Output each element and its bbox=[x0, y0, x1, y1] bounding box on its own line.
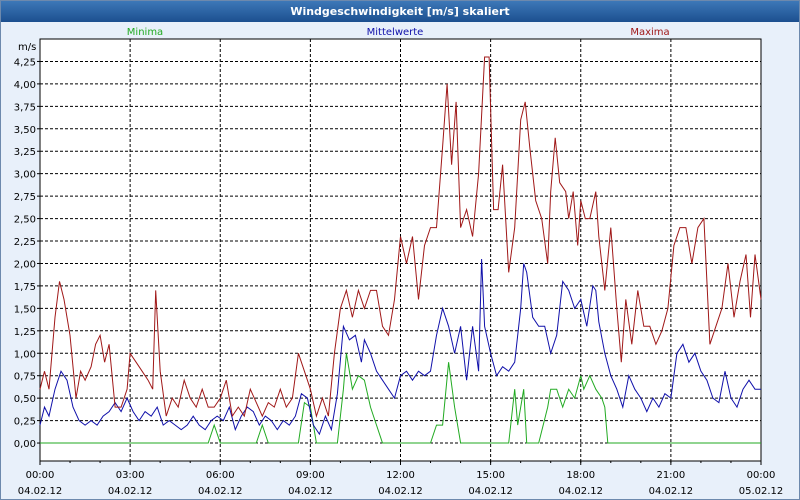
x-tick-date: 04.02.12 bbox=[18, 486, 63, 497]
y-axis-label: m/s bbox=[18, 42, 36, 53]
y-axis-ticks: 0,00 0,25 0,50 0,75 1,00 1,25 1,50 1,75 2,00 2,25… bbox=[14, 57, 40, 450]
x-tick-time: 06:00 bbox=[206, 470, 235, 481]
x-tick-date: 04.02.12 bbox=[198, 486, 243, 497]
y-tick-label: 1,00 bbox=[14, 349, 36, 360]
y-tick-label: 2,25 bbox=[14, 237, 36, 248]
y-tick-label: 4,25 bbox=[14, 57, 36, 68]
series-line-minima bbox=[40, 353, 761, 444]
x-tick-time: 12:00 bbox=[386, 470, 415, 481]
series-line-maxima bbox=[39, 56, 762, 418]
x-tick-date: 04.02.12 bbox=[108, 486, 153, 497]
x-tick-time: 03:00 bbox=[116, 470, 145, 481]
y-tick-label: 3,75 bbox=[14, 102, 36, 113]
x-tick-date: 04.02.12 bbox=[468, 486, 513, 497]
y-tick-label: 0,75 bbox=[14, 372, 36, 383]
y-tick-label: 2,00 bbox=[14, 259, 36, 270]
y-tick-label: 3,00 bbox=[14, 170, 36, 181]
y-tick-label: 0,50 bbox=[14, 394, 36, 405]
x-tick-time: 00:00 bbox=[26, 470, 55, 481]
series-lines bbox=[39, 56, 762, 444]
y-tick-label: 3,25 bbox=[14, 147, 36, 158]
y-tick-label: 4,00 bbox=[14, 80, 36, 91]
x-tick-date: 04.02.12 bbox=[558, 486, 603, 497]
y-tick-label: 0,25 bbox=[14, 417, 36, 428]
y-tick-label: 2,50 bbox=[14, 215, 36, 226]
x-axis-ticks: 00:00 04.02.12 03:00 04.02.12 06:00 04.02.12 0… bbox=[18, 461, 784, 497]
legend-item-mittelwerte: Mittelwerte bbox=[367, 27, 424, 38]
x-tick-time: 15:00 bbox=[476, 470, 505, 481]
legend-item-minima: Minima bbox=[127, 27, 163, 38]
x-tick-date: 04.02.12 bbox=[649, 486, 694, 497]
x-tick-time: 09:00 bbox=[296, 470, 325, 481]
chart-title: Windgeschwindigkeit [m/s] skaliert bbox=[1, 1, 799, 22]
y-tick-label: 0,00 bbox=[14, 439, 36, 450]
series-line-mittelwerte bbox=[39, 258, 761, 436]
x-tick-date: 05.02.12 bbox=[739, 486, 784, 497]
x-tick-time: 18:00 bbox=[566, 470, 595, 481]
legend-item-maxima: Maxima bbox=[630, 27, 669, 38]
x-tick-date: 04.02.12 bbox=[288, 486, 333, 497]
y-tick-label: 1,75 bbox=[14, 282, 36, 293]
x-tick-time: 00:00 bbox=[747, 470, 776, 481]
x-tick-time: 21:00 bbox=[656, 470, 685, 481]
y-tick-label: 1,50 bbox=[14, 304, 36, 315]
y-tick-label: 2,75 bbox=[14, 192, 36, 203]
x-tick-date: 04.02.12 bbox=[378, 486, 423, 497]
y-tick-label: 1,25 bbox=[14, 327, 36, 338]
legend: Minima Mittelwerte Maxima bbox=[127, 27, 670, 38]
y-tick-label: 3,50 bbox=[14, 125, 36, 136]
